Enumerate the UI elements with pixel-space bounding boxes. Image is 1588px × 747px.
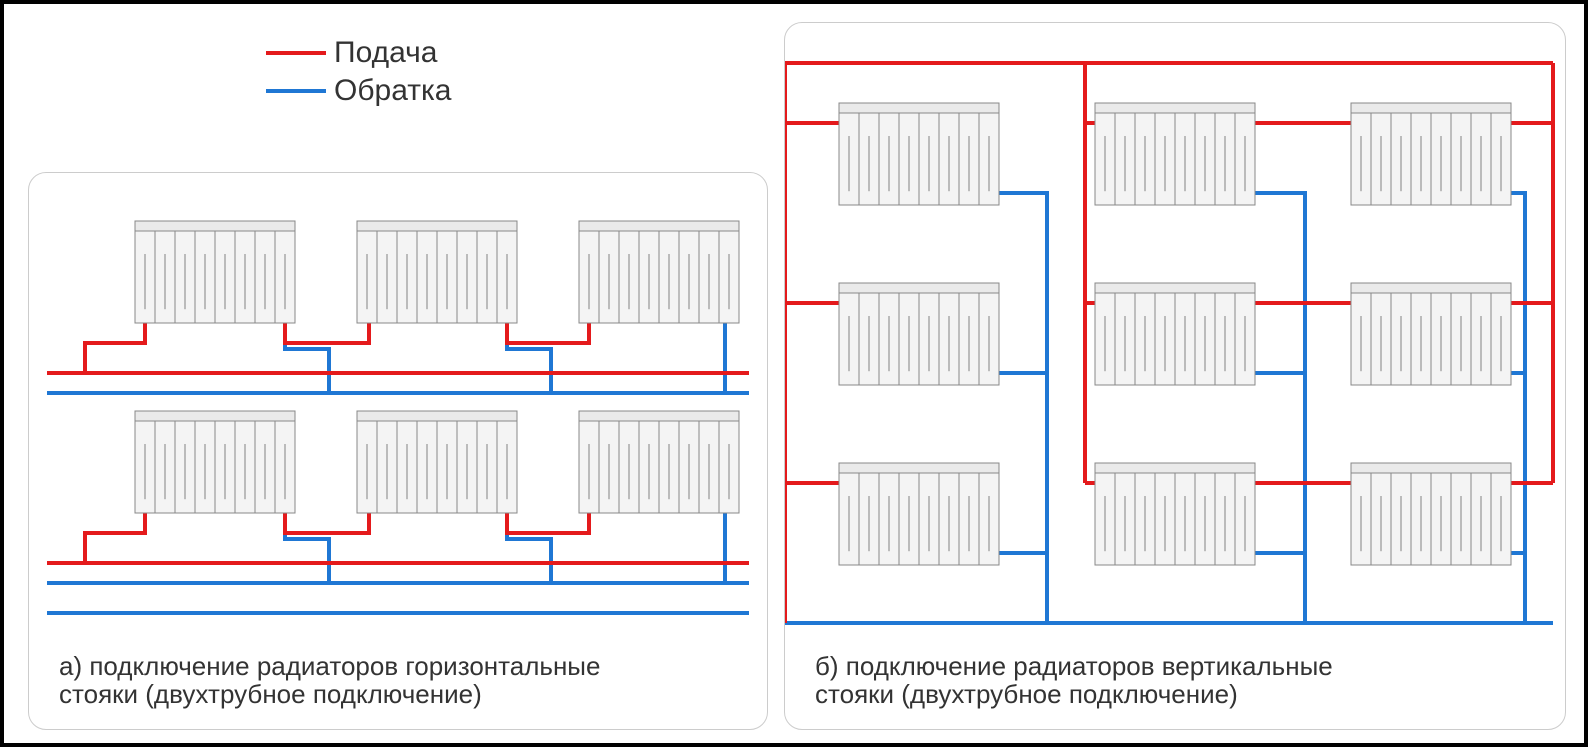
legend-swatch-return (266, 89, 326, 93)
radiator (1095, 463, 1255, 565)
radiator (135, 411, 295, 513)
pipe-return (285, 503, 749, 583)
legend-swatch-supply (266, 51, 326, 55)
radiator (357, 411, 517, 513)
caption-b: б) подключение радиаторов вертикальныест… (815, 652, 1333, 709)
radiator (839, 283, 999, 385)
radiator (1351, 283, 1511, 385)
panel-vertical: б) подключение радиаторов вертикальныест… (784, 22, 1566, 730)
radiator (1351, 103, 1511, 205)
caption-a: а) подключение радиаторов горизонтальные… (59, 652, 600, 709)
radiator (579, 411, 739, 513)
radiator (839, 463, 999, 565)
diagram-vertical-svg (785, 23, 1565, 729)
legend-label-supply: Подача (334, 36, 437, 70)
radiator (135, 221, 295, 323)
radiator (1351, 463, 1511, 565)
radiator (1095, 283, 1255, 385)
legend-row-return: Обратка (266, 72, 451, 110)
panel-horizontal: а) подключение радиаторов горизонтальные… (28, 172, 768, 730)
pipe-return (285, 313, 749, 393)
legend-label-return: Обратка (334, 74, 451, 108)
diagram-horizontal-svg (29, 173, 767, 729)
radiator (357, 221, 517, 323)
radiator (579, 221, 739, 323)
radiator (839, 103, 999, 205)
radiator (1095, 103, 1255, 205)
legend: Подача Обратка (266, 34, 451, 110)
legend-row-supply: Подача (266, 34, 451, 72)
